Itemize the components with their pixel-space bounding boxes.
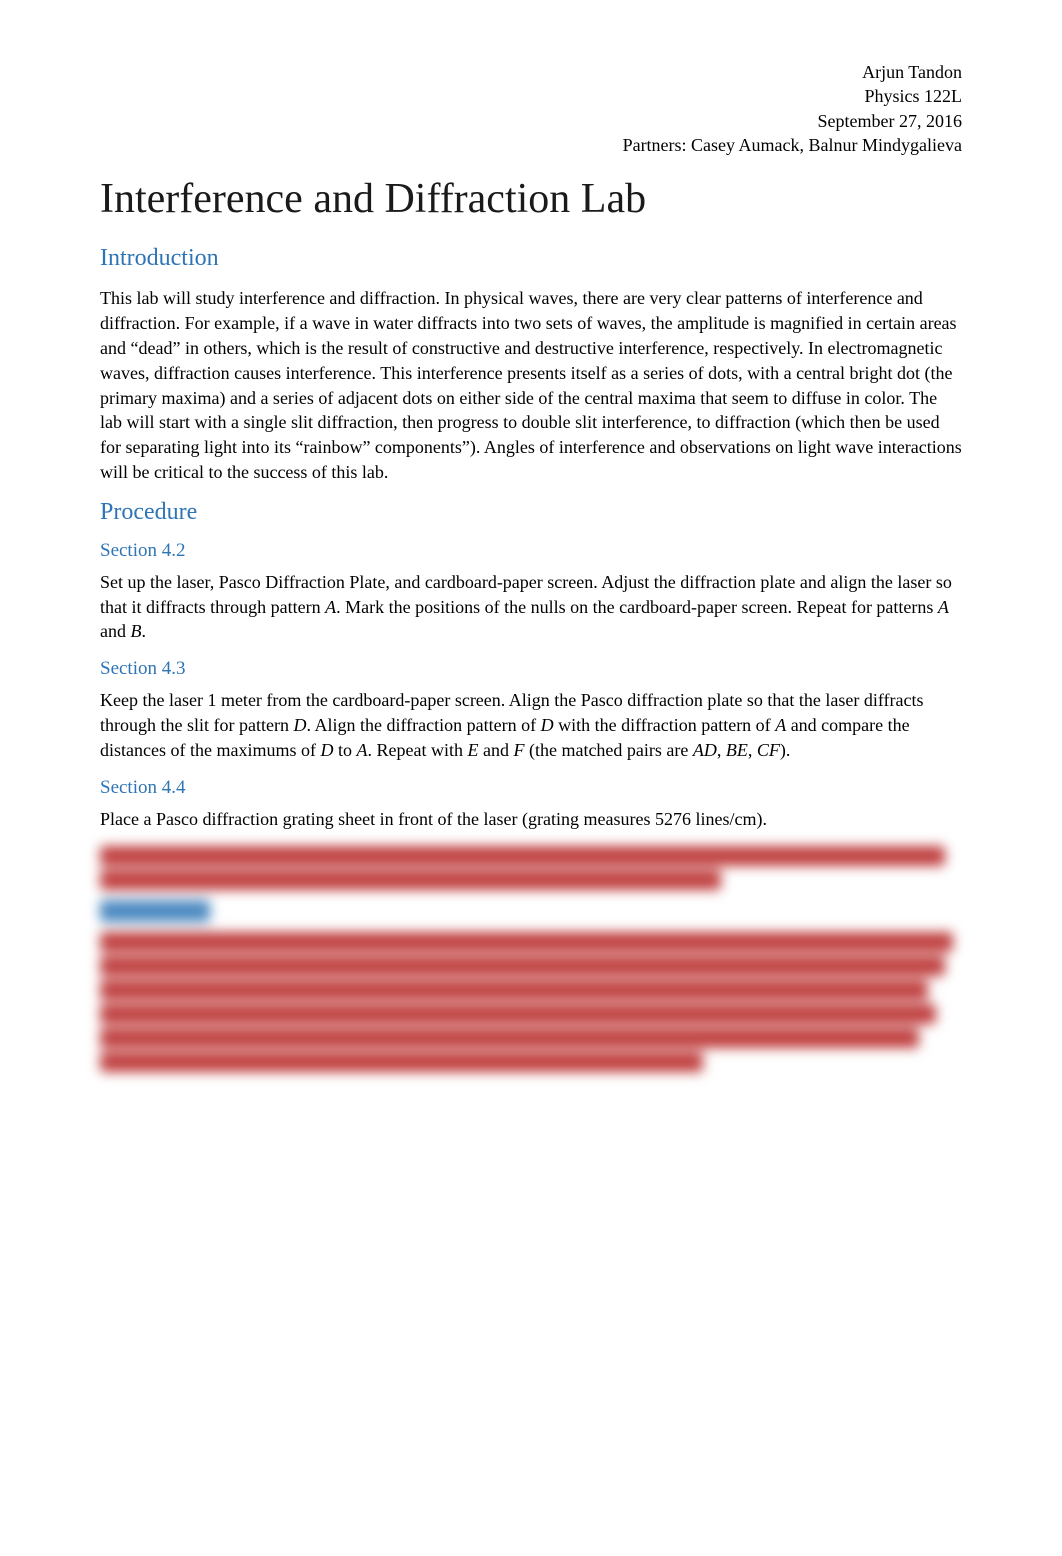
redacted-region [100, 846, 962, 1072]
author-name: Arjun Tandon [100, 60, 962, 84]
document-header: Arjun Tandon Physics 122L September 27, … [100, 60, 962, 157]
redacted-line [100, 870, 721, 890]
redacted-line [100, 1028, 919, 1048]
subsection-4-3-heading: Section 4.3 [100, 658, 962, 680]
subsection-4-4-heading: Section 4.4 [100, 777, 962, 799]
page-title: Interference and Diffraction Lab [100, 175, 962, 223]
redacted-line [100, 932, 953, 952]
redacted-line [100, 1004, 936, 1024]
intro-heading: Introduction [100, 245, 962, 272]
course-code: Physics 122L [100, 84, 962, 108]
subsection-4-4-body: Place a Pasco diffraction grating sheet … [100, 807, 962, 832]
subsection-4-2-heading: Section 4.2 [100, 540, 962, 562]
intro-body: This lab will study interference and dif… [100, 286, 962, 485]
redacted-line [100, 846, 945, 866]
redacted-line [100, 980, 928, 1000]
partners-line: Partners: Casey Aumack, Balnur Mindygali… [100, 133, 962, 157]
redacted-line [100, 1052, 703, 1072]
redacted-subheading [100, 900, 210, 922]
subsection-4-2-body: Set up the laser, Pasco Diffraction Plat… [100, 570, 962, 644]
subsection-4-3-body: Keep the laser 1 meter from the cardboar… [100, 688, 962, 762]
redacted-line [100, 956, 945, 976]
procedure-heading: Procedure [100, 499, 962, 526]
document-date: September 27, 2016 [100, 109, 962, 133]
